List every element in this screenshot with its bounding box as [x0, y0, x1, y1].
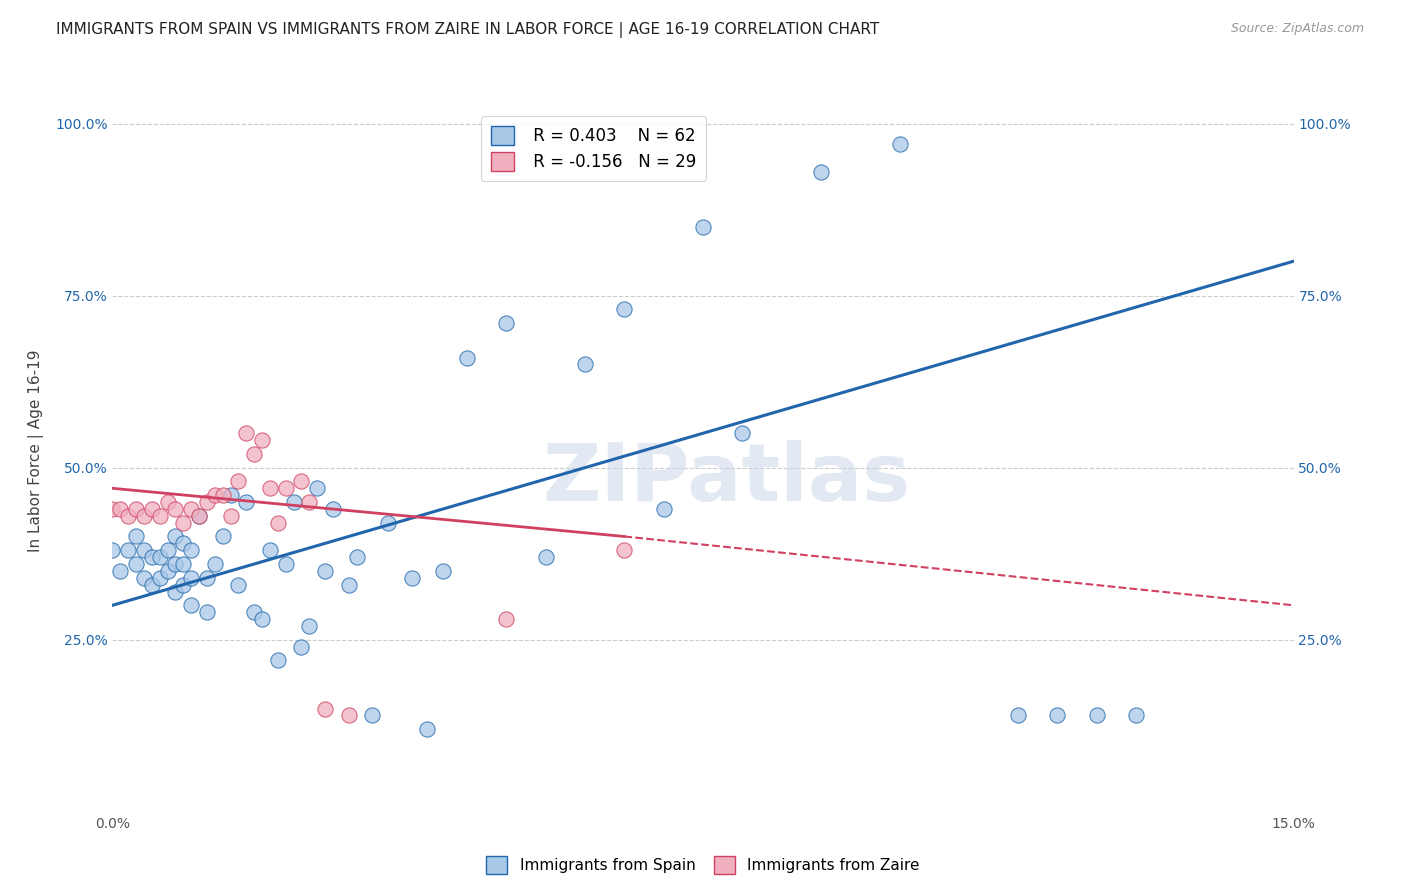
Point: [259, 543, 281, 558]
Text: IMMIGRANTS FROM SPAIN VS IMMIGRANTS FROM ZAIRE IN LABOR FORCE | AGE 16-19 CORREL: IMMIGRANTS FROM SPAIN VS IMMIGRANTS FROM…: [56, 22, 880, 38]
Point: [1046, 708, 1069, 723]
Point: [110, 564, 132, 578]
Point: [274, 481, 297, 495]
Point: [219, 488, 242, 502]
Point: [156, 564, 179, 578]
Point: [172, 536, 194, 550]
Point: [250, 433, 273, 447]
Point: [250, 612, 273, 626]
Point: [401, 571, 423, 585]
Text: ZIPatlas: ZIPatlas: [543, 441, 911, 518]
Point: [377, 516, 399, 530]
Point: [495, 612, 517, 626]
Y-axis label: In Labor Force | Age 16-19: In Labor Force | Age 16-19: [28, 349, 44, 552]
Point: [132, 508, 155, 523]
Point: [149, 550, 172, 565]
Point: [228, 577, 250, 591]
Point: [156, 495, 179, 509]
Point: [141, 502, 163, 516]
Point: [195, 495, 218, 509]
Point: [298, 495, 321, 509]
Point: [235, 426, 257, 441]
Point: [361, 708, 384, 723]
Point: [889, 137, 911, 152]
Point: [195, 605, 218, 619]
Point: [652, 502, 675, 516]
Point: [267, 516, 290, 530]
Point: [1085, 708, 1108, 723]
Point: [346, 550, 368, 565]
Point: [298, 619, 321, 633]
Point: [156, 543, 179, 558]
Point: [290, 640, 312, 654]
Point: [810, 165, 832, 179]
Point: [149, 571, 172, 585]
Point: [110, 502, 132, 516]
Point: [172, 577, 194, 591]
Point: [172, 516, 194, 530]
Point: [125, 529, 148, 543]
Point: [731, 426, 754, 441]
Point: [314, 564, 336, 578]
Point: [117, 508, 139, 523]
Point: [1007, 708, 1029, 723]
Point: [613, 543, 636, 558]
Point: [141, 550, 163, 565]
Point: [219, 508, 242, 523]
Point: [235, 495, 257, 509]
Point: [495, 316, 517, 330]
Point: [307, 481, 329, 495]
Point: [432, 564, 454, 578]
Point: [267, 653, 290, 667]
Point: [259, 481, 281, 495]
Point: [180, 502, 202, 516]
Point: [101, 502, 124, 516]
Point: [337, 577, 360, 591]
Point: [132, 571, 155, 585]
Point: [574, 358, 596, 372]
Point: [125, 557, 148, 571]
Text: Source: ZipAtlas.com: Source: ZipAtlas.com: [1230, 22, 1364, 36]
Point: [243, 447, 266, 461]
Point: [692, 219, 714, 234]
Point: [314, 701, 336, 715]
Point: [613, 302, 636, 317]
Point: [274, 557, 297, 571]
Point: [188, 508, 211, 523]
Point: [283, 495, 305, 509]
Point: [141, 577, 163, 591]
Point: [337, 708, 360, 723]
Point: [101, 543, 124, 558]
Point: [180, 543, 202, 558]
Point: [290, 475, 312, 489]
Point: [195, 571, 218, 585]
Point: [243, 605, 266, 619]
Point: [180, 571, 202, 585]
Point: [416, 722, 439, 736]
Point: [456, 351, 478, 365]
Legend:  R = 0.403    N = 62,  R = -0.156   N = 29: R = 0.403 N = 62, R = -0.156 N = 29: [481, 116, 706, 181]
Point: [132, 543, 155, 558]
Point: [125, 502, 148, 516]
Point: [534, 550, 557, 565]
Point: [188, 508, 211, 523]
Point: [165, 502, 187, 516]
Point: [117, 543, 139, 558]
Legend: Immigrants from Spain, Immigrants from Zaire: Immigrants from Spain, Immigrants from Z…: [479, 850, 927, 880]
Point: [149, 508, 172, 523]
Point: [322, 502, 344, 516]
Point: [180, 599, 202, 613]
Point: [165, 557, 187, 571]
Point: [172, 557, 194, 571]
Point: [211, 529, 233, 543]
Point: [211, 488, 233, 502]
Point: [204, 557, 226, 571]
Point: [165, 529, 187, 543]
Point: [204, 488, 226, 502]
Point: [228, 475, 250, 489]
Point: [165, 584, 187, 599]
Point: [1125, 708, 1147, 723]
